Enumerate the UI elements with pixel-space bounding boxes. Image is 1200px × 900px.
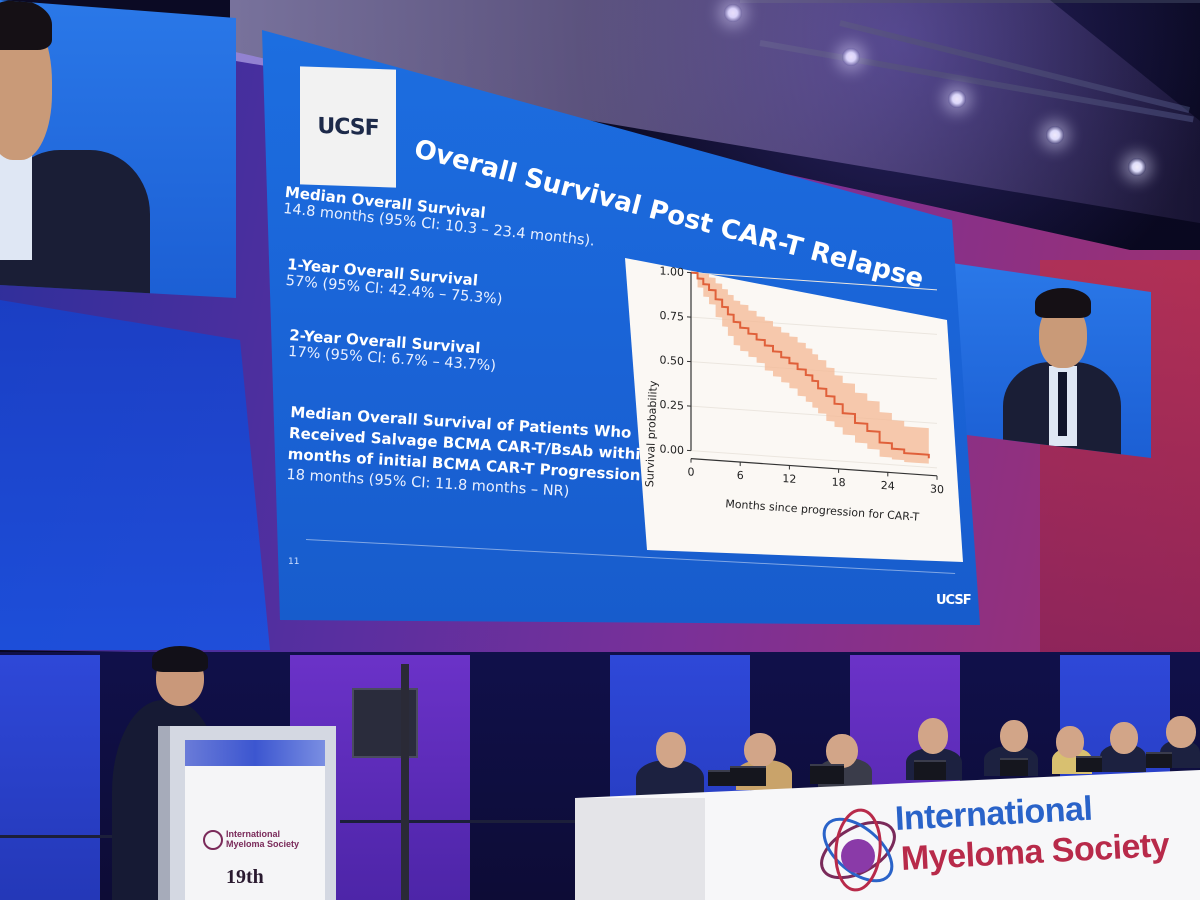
- x-tick-label: 0: [688, 465, 695, 478]
- slide-page-number: 11: [288, 557, 300, 567]
- y-tick-label: 0.50: [660, 353, 684, 368]
- x-tick-label: 24: [881, 479, 895, 493]
- confidence-band: [691, 272, 929, 466]
- speaker-hair: [152, 646, 208, 672]
- laptop: [1146, 752, 1172, 768]
- survival-curve: [691, 271, 930, 459]
- laptop: [1000, 758, 1028, 776]
- laptop: [810, 764, 844, 784]
- ims-logo-icon: [203, 830, 223, 850]
- mic-stand: [401, 664, 409, 900]
- stage-rail: [340, 820, 580, 823]
- stage-column: [0, 655, 100, 900]
- panel-table-end: [575, 798, 705, 900]
- laptop: [914, 760, 946, 780]
- x-tick-label: 30: [930, 482, 944, 496]
- ucsf-logo: UCSF: [300, 66, 396, 188]
- speaker-video-right: [945, 262, 1151, 458]
- x-tick-label: 6: [737, 469, 744, 482]
- x-axis: [691, 458, 937, 477]
- laptop: [708, 770, 736, 786]
- y-tick-label: 0.75: [660, 309, 684, 324]
- y-tick-label: 0.00: [660, 442, 684, 457]
- podium-edition: 19th: [226, 866, 264, 888]
- y-tick-label: 1.00: [660, 264, 684, 279]
- led-wall-blue-panel: [0, 300, 270, 650]
- speaker-shirt: [0, 150, 32, 260]
- chart-y-axis-label: Survival probability: [643, 380, 660, 487]
- x-tick-label: 18: [832, 475, 846, 489]
- laptop: [1076, 756, 1102, 772]
- speaker-tie: [1058, 372, 1067, 436]
- stage-rail: [0, 835, 160, 838]
- speaker-hair: [0, 0, 52, 50]
- grid-line: [691, 450, 937, 469]
- ucsf-logo-text: UCSF: [317, 113, 379, 141]
- survival-chart: 1.00 0.75 0.50 0.25 0.00 0 6 12 18 24 30 Survival …: [643, 264, 944, 524]
- x-tick-label: 12: [782, 472, 796, 486]
- ucsf-footer-logo: UCSF: [936, 593, 972, 608]
- y-tick-label: 0.25: [660, 398, 684, 413]
- podium-org-name: International Myeloma Society: [226, 829, 300, 849]
- speaker-video-left: [0, 0, 236, 298]
- ims-atom-icon: [820, 808, 896, 892]
- chart-x-axis-label: Months since progression for CAR-T: [725, 497, 920, 524]
- grid-line: [691, 272, 937, 291]
- speaker-hair: [1035, 288, 1091, 318]
- laptop: [730, 766, 766, 786]
